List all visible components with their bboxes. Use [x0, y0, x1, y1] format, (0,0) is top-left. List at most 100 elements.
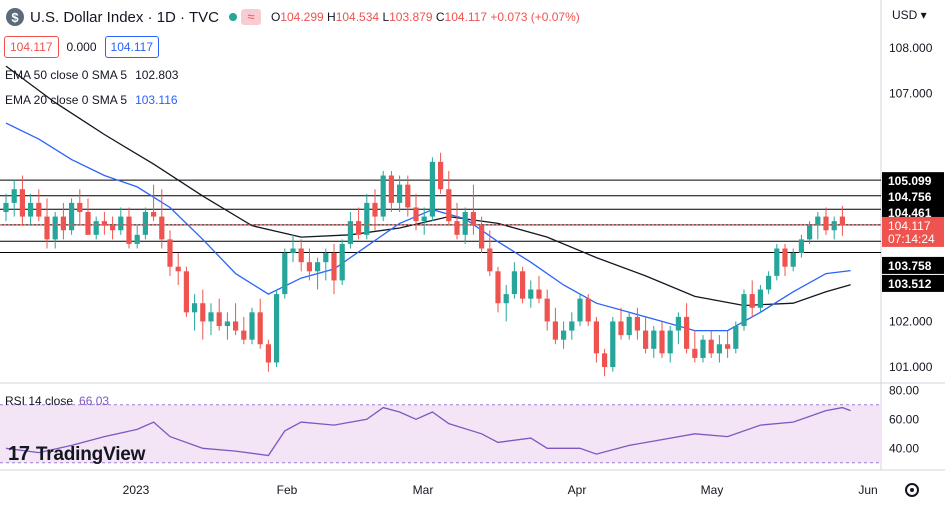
candle-body: [208, 312, 214, 322]
sell-price-box[interactable]: 104.117: [4, 36, 59, 58]
candle-body: [823, 216, 829, 231]
candle-body: [725, 344, 731, 349]
candle-body: [528, 289, 534, 299]
tradingview-mark-icon: 17: [8, 443, 30, 465]
candle-body: [643, 330, 649, 349]
candle-body: [364, 202, 370, 235]
candle-body: [372, 202, 378, 217]
level-label: 103.512: [888, 277, 932, 291]
candle-body: [298, 248, 304, 263]
candle-body: [708, 339, 714, 354]
candle-body: [36, 202, 42, 217]
candle-body: [142, 212, 148, 235]
candle-body: [52, 216, 58, 240]
candle-body: [3, 202, 9, 213]
candle-body: [815, 216, 821, 226]
candle-body: [380, 175, 386, 217]
candle-body: [536, 289, 542, 299]
y-tick-label: 107.000: [889, 86, 933, 100]
candle-body: [749, 294, 755, 308]
market-status-dot-icon: [228, 13, 237, 21]
candle-body: [388, 175, 394, 203]
candle-body: [233, 321, 239, 331]
candle-body: [569, 321, 575, 331]
candle-body: [798, 239, 804, 254]
settings-gear-icon[interactable]: [905, 483, 919, 497]
candle-body: [831, 221, 837, 231]
candle-body: [241, 330, 247, 340]
candle-body: [183, 271, 189, 313]
candle-body: [774, 248, 780, 276]
wave-icon[interactable]: ≈: [240, 9, 261, 25]
candle-body: [651, 330, 657, 349]
x-tick-label: 2023: [123, 483, 150, 497]
candle-body: [93, 221, 99, 235]
symbol-header: $ U.S. Dollar Index · 1D · TVC ≈ O104.29…: [6, 8, 580, 26]
level-label-bg: [882, 188, 944, 206]
candle-body: [544, 298, 550, 322]
level-label: 103.758: [888, 259, 932, 273]
candle-body: [257, 312, 263, 345]
candle-body: [167, 239, 173, 267]
candle-body: [356, 221, 362, 235]
price-boxes: 104.117 0.000 104.117: [4, 36, 160, 58]
candle-body: [593, 321, 599, 354]
x-tick-label: May: [701, 483, 724, 497]
candle-body: [44, 216, 50, 240]
rsi-legend[interactable]: RSI 14 close 66.03: [5, 394, 110, 408]
candle-body: [216, 312, 222, 327]
last-price-label: 104.117: [888, 219, 931, 233]
candle-body: [790, 253, 796, 267]
candle-body: [69, 202, 75, 231]
candle-body: [413, 207, 419, 222]
candle-body: [331, 253, 337, 281]
y-tick-label: 101.000: [889, 360, 933, 374]
candle-body: [807, 225, 813, 240]
candle-body: [634, 316, 640, 331]
y-tick-label: 102.000: [889, 314, 933, 328]
candle-body: [462, 212, 468, 235]
candle-body: [716, 344, 722, 354]
candle-body: [77, 202, 83, 213]
candle-body: [684, 316, 690, 349]
ema50-legend[interactable]: EMA 50 close 0 SMA 5 102.803: [5, 68, 179, 82]
ema20-legend[interactable]: EMA 20 close 0 SMA 5 103.116: [5, 93, 178, 107]
candle-body: [438, 161, 444, 190]
candle-body: [11, 189, 17, 203]
x-tick-label: Jun: [858, 483, 877, 497]
level-label: 105.099: [888, 174, 932, 188]
dollar-logo-icon: $: [6, 8, 24, 26]
currency-selector[interactable]: USD ▾: [892, 8, 927, 22]
candle-body: [110, 225, 116, 231]
candle-body: [290, 248, 296, 254]
candle-body: [159, 216, 165, 240]
candle-body: [323, 253, 329, 263]
candle-body: [470, 212, 476, 226]
candle-body: [421, 216, 427, 222]
buy-price-box[interactable]: 104.117: [104, 36, 160, 58]
level-label: 104.461: [888, 206, 932, 220]
candle-body: [339, 243, 345, 281]
candle-body: [659, 330, 665, 354]
spread-value: 0.000: [66, 40, 97, 54]
candle-body: [561, 330, 567, 340]
rsi-tick-label: 40.00: [889, 441, 919, 455]
candle-body: [667, 330, 673, 354]
candle-body: [28, 202, 34, 217]
rsi-tick-label: 60.00: [889, 412, 919, 426]
symbol-title[interactable]: U.S. Dollar Index · 1D · TVC: [30, 8, 219, 26]
candle-body: [60, 216, 66, 231]
level-label: 104.756: [888, 190, 932, 204]
candle-body: [282, 253, 288, 295]
candle-body: [577, 298, 583, 322]
candle-body: [626, 316, 632, 336]
candle-body: [249, 312, 255, 340]
change-value: +0.073 (+0.07%): [490, 10, 580, 24]
candle-body: [446, 189, 452, 222]
candle-body: [224, 321, 230, 327]
candle-body: [766, 275, 772, 290]
candle-body: [454, 221, 460, 235]
level-label-bg: [882, 274, 944, 292]
candle-body: [306, 262, 312, 272]
